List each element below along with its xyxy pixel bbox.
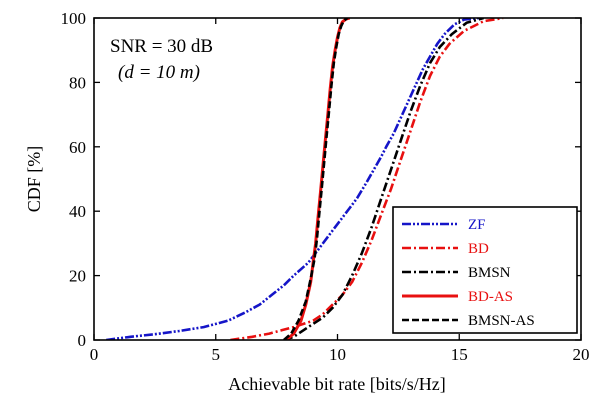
legend-box [392,206,578,334]
y-tick-label: 80 [69,73,86,92]
series-layer [106,18,504,340]
series-line-bd [230,18,504,340]
ticks-layer: 0 5 10 15 20 0 20 40 60 80 100 [61,9,590,364]
y-tick-label: 0 [78,331,87,350]
legend-label-bd: BD [468,241,489,257]
x-tick-label: 15 [451,345,468,364]
y-axis-label: CDF [%] [24,146,44,213]
annotation-snr: SNR = 30 dB [110,36,213,57]
series-line-bmsn-as [283,18,349,340]
x-tick-label: 20 [573,345,590,364]
x-tick-label: 0 [90,345,99,364]
legend-label-bd-as: BD-AS [468,289,513,305]
y-tick-label: 100 [61,9,87,28]
annotation-distance: (d = 10 m) [118,62,200,83]
series-line-zf [106,18,479,340]
legend-label-zf: ZF [468,217,486,233]
y-tick-label: 40 [69,202,86,221]
y-tick-label: 20 [69,267,86,286]
legend: ZF BD BMSN BD-AS BMSN-AS [392,206,578,334]
x-tick-label: 10 [329,345,346,364]
y-tick-label: 60 [69,138,86,157]
series-line-bmsn [283,18,484,340]
legend-label-bmsn: BMSN [468,265,511,281]
x-axis-label: Achievable bit rate [bits/s/Hz] [228,374,445,394]
x-tick-label: 5 [212,345,221,364]
legend-label-bmsn-as: BMSN-AS [468,313,535,329]
legend-items: ZF BD BMSN BD-AS BMSN-AS [402,217,535,329]
